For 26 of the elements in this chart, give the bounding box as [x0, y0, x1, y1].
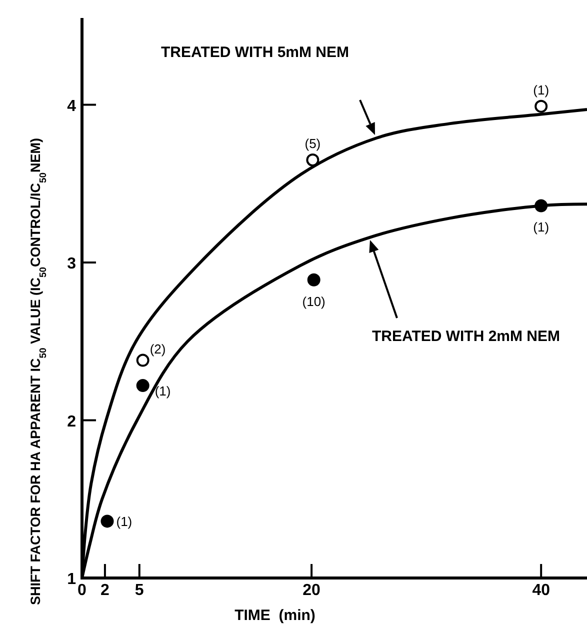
y-tick-label: 3: [67, 256, 76, 273]
y-tick-label: 1: [67, 571, 76, 588]
x-tick-label: 20: [302, 582, 321, 599]
point: [307, 273, 320, 286]
y-tick-label: 4: [67, 98, 76, 115]
x-axis-title: TIME (min): [234, 607, 316, 624]
annotation: (1): [533, 82, 550, 98]
annotation: (2): [150, 341, 166, 356]
point: [136, 354, 150, 367]
point: [534, 199, 548, 212]
annotation: (1): [116, 514, 132, 530]
annotation: TREATED WITH 5mM NEM: [160, 44, 350, 61]
x-tick-label: 40: [532, 582, 550, 599]
x-tick-label: 5: [134, 582, 144, 599]
annotation: (5): [304, 136, 321, 151]
x-tick-label: 0: [78, 582, 87, 599]
point: [100, 514, 114, 528]
x-tick-label: 2: [100, 582, 110, 599]
y-tick-label: 2: [67, 413, 76, 430]
point: [136, 379, 150, 392]
annotation: (10): [302, 294, 326, 309]
annotation: (1): [533, 220, 550, 235]
annotation: TREATED WITH 2mM NEM: [372, 328, 560, 345]
point: [306, 153, 320, 166]
annotation: (1): [154, 384, 171, 399]
point: [534, 100, 548, 113]
